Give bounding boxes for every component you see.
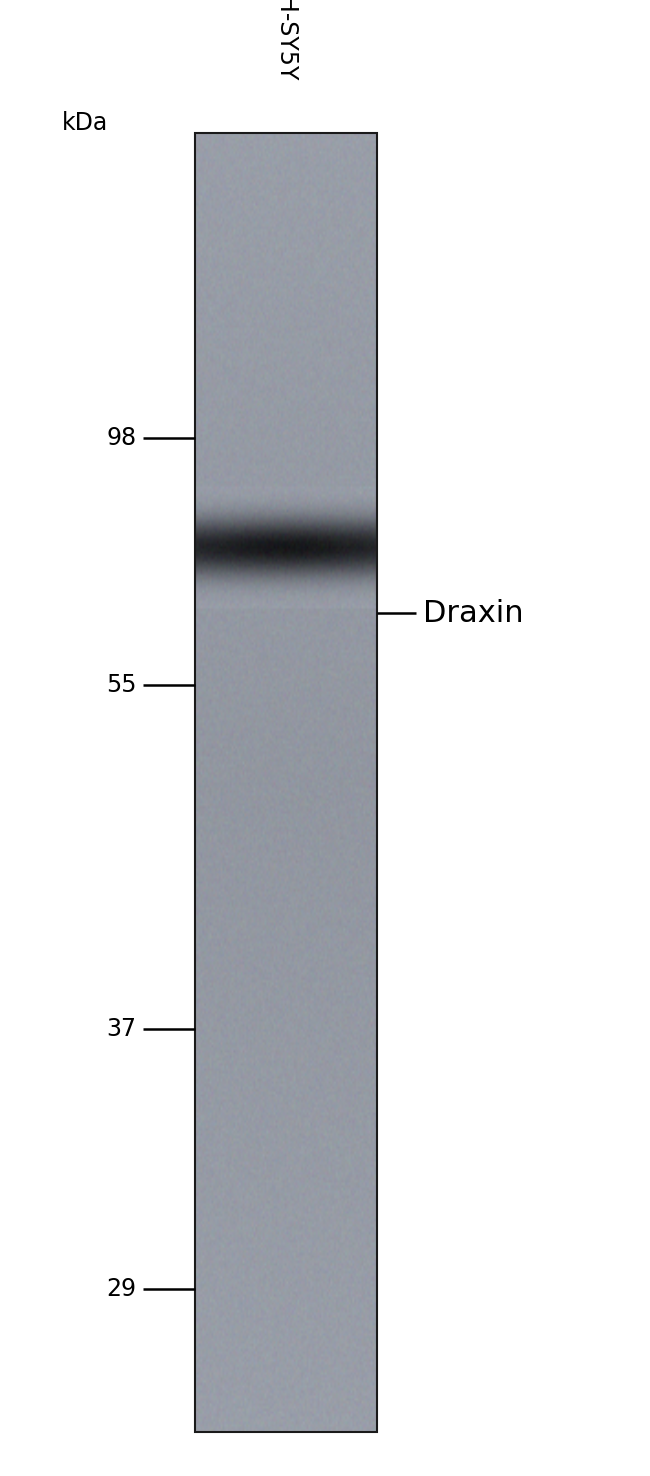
Text: SH-SY5Y: SH-SY5Y: [274, 0, 298, 81]
Text: 29: 29: [107, 1277, 136, 1300]
Text: kDa: kDa: [61, 111, 108, 134]
Bar: [195, 133, 377, 1432]
Text: Draxin: Draxin: [422, 599, 523, 627]
Text: 37: 37: [107, 1017, 136, 1041]
Text: 55: 55: [106, 673, 136, 697]
Text: 98: 98: [107, 427, 136, 450]
